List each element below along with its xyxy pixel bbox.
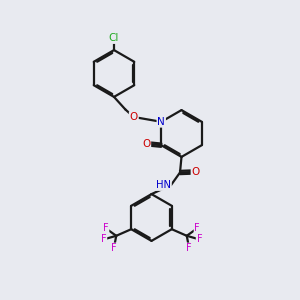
Text: N: N bbox=[158, 117, 165, 127]
Text: O: O bbox=[191, 167, 200, 177]
Text: F: F bbox=[196, 234, 202, 244]
Text: F: F bbox=[186, 243, 192, 254]
Text: O: O bbox=[130, 112, 138, 122]
Text: Cl: Cl bbox=[109, 33, 119, 43]
Text: F: F bbox=[194, 223, 200, 233]
Text: HN: HN bbox=[156, 180, 171, 190]
Text: F: F bbox=[101, 234, 106, 244]
Text: F: F bbox=[111, 243, 117, 254]
Text: O: O bbox=[142, 139, 150, 149]
Text: F: F bbox=[103, 223, 109, 233]
